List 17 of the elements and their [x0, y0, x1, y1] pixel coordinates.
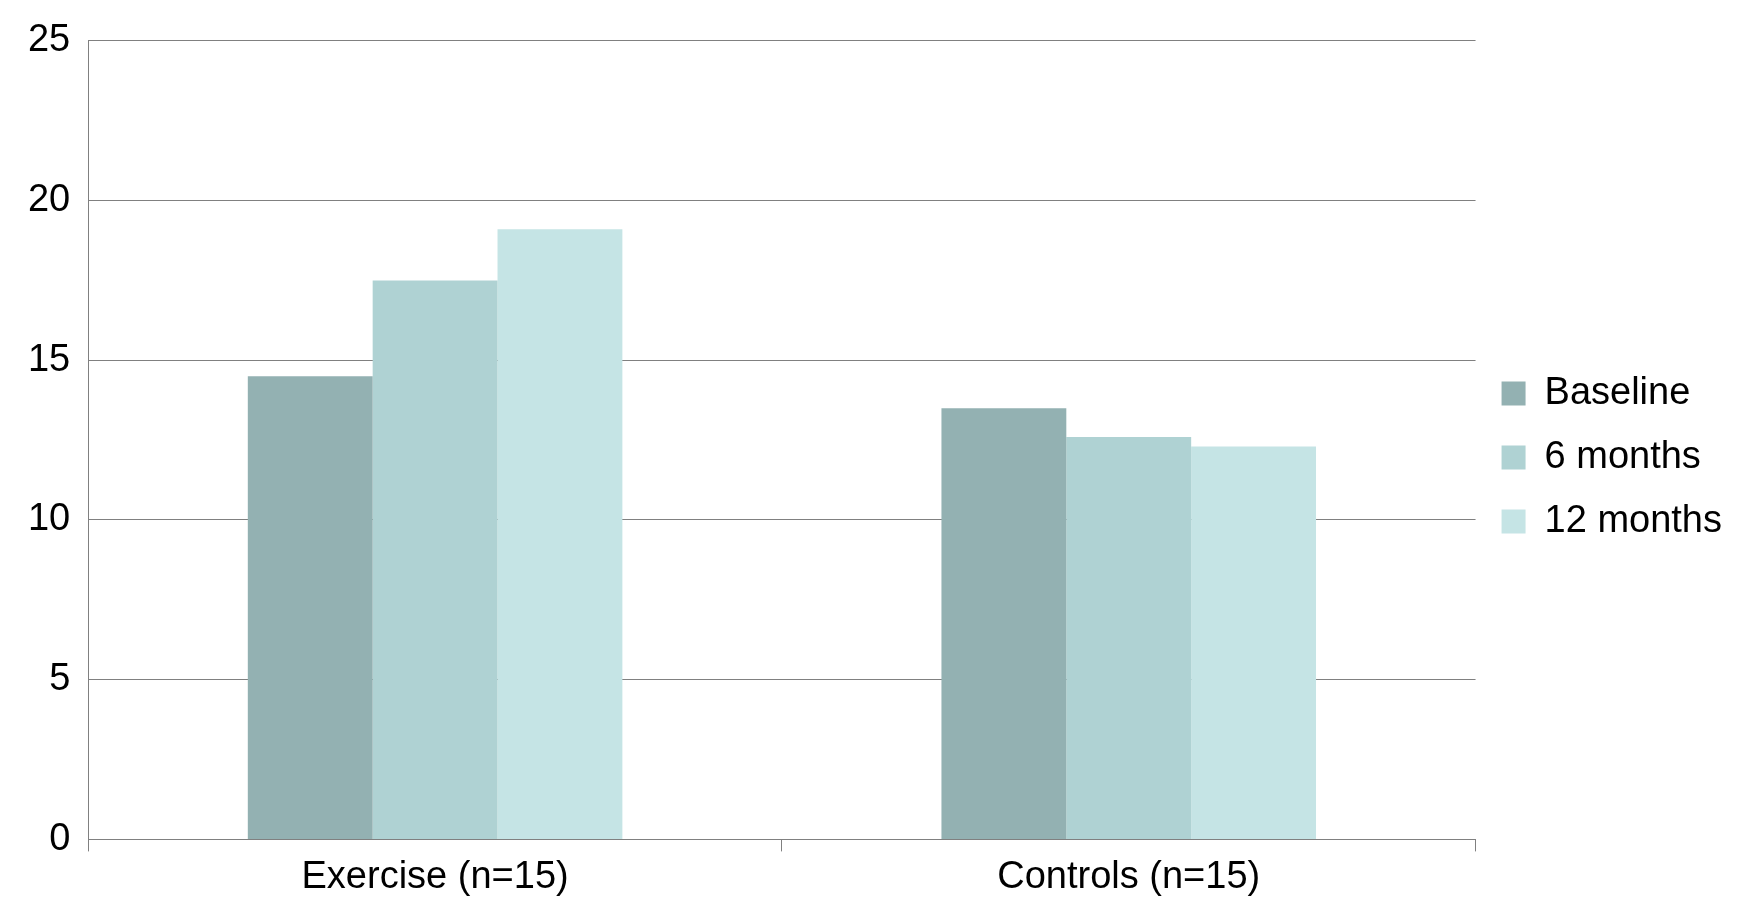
bar [1191, 446, 1317, 839]
legend-label: Baseline [1544, 369, 1691, 412]
bar [1066, 436, 1192, 839]
y-tick-label: 10 [27, 496, 71, 539]
y-tick-label: 25 [27, 17, 71, 60]
legend-label: 6 months [1544, 433, 1701, 476]
bar [372, 280, 498, 839]
bar [941, 408, 1067, 839]
y-tick-label: 0 [49, 815, 71, 858]
y-tick-label: 15 [27, 336, 71, 379]
y-tick-label: 5 [49, 656, 71, 699]
bar [497, 229, 623, 839]
x-tick-label: Controls (n=15) [997, 853, 1261, 896]
bar [247, 376, 373, 839]
legend-label: 12 months [1544, 497, 1723, 540]
x-tick-label: Exercise (n=15) [301, 853, 569, 896]
y-tick-label: 20 [27, 177, 71, 219]
